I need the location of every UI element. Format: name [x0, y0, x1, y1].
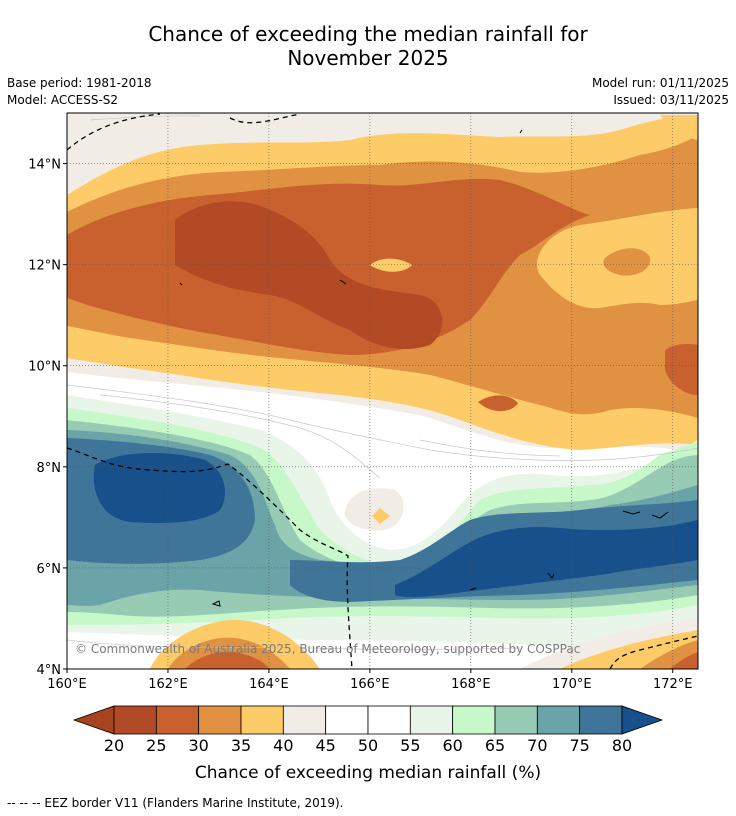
colorbar: 20 25 30 35 40 45 50 55 60 65 70 75 80 [72, 705, 664, 755]
colorbar-bin [452, 705, 496, 735]
model-name: Model: ACCESS-S2 [7, 93, 119, 107]
y-tick-label: 6°N [37, 562, 62, 577]
forecast-map: © Commonwealth of Australia 2025, Bureau… [28, 112, 699, 783]
x-tick-label: 166°E [350, 677, 390, 692]
plot-frame [66, 112, 699, 670]
colorbar-bin [155, 705, 200, 735]
eez-footnote: -- -- -- EEZ border V11 (Flanders Marine… [7, 796, 344, 810]
colorbar-tick-label: 75 [569, 736, 589, 755]
x-axis-ticks: 160°E 162°E 164°E 166°E 168°E 170°E 172°E [47, 669, 693, 692]
grid-lines [66, 113, 698, 670]
y-tick-label: 10°N [28, 360, 61, 375]
colorbar-bin [282, 705, 327, 735]
colorbar-bin [367, 705, 411, 735]
contour-25-east-cell [665, 343, 698, 395]
colorbar-tick-label: 50 [358, 736, 378, 755]
island-marks [179, 129, 669, 607]
colorbar-tick-label: 60 [442, 736, 462, 755]
colorbar-tick-label: 30 [188, 736, 208, 755]
colorbar-bin [113, 705, 157, 735]
meta-left: Base period: 1981-2018 Model: ACCESS-S2 [7, 75, 152, 109]
contour-20-north [175, 201, 443, 350]
colorbar-tick-label: 20 [104, 736, 124, 755]
x-tick-label: 160°E [47, 677, 87, 692]
colorbar-tick-label: 55 [400, 736, 420, 755]
colorbar-bin [494, 705, 538, 735]
contour-35-northeast-corner [660, 115, 698, 140]
y-tick-label: 12°N [28, 259, 61, 274]
contour-40-mid-cell [372, 508, 390, 524]
y-tick-label: 14°N [28, 158, 61, 173]
issued-date: Issued: 03/11/2025 [613, 93, 729, 107]
contour-25-southeast [670, 652, 698, 669]
colorbar-extend-max [621, 705, 664, 735]
colorbar-bin [579, 705, 623, 735]
colorbar-bin [325, 705, 369, 735]
chart-title-line1: Chance of exceeding the median rainfall … [148, 22, 588, 46]
contour-35-mid-cell [370, 258, 412, 272]
colorbar-tick-label: 70 [527, 736, 547, 755]
contour-25-small-cell [478, 395, 518, 412]
colorbar-tick-label: 65 [485, 736, 505, 755]
contour-30-east-cell [603, 248, 651, 276]
map-content [67, 113, 698, 669]
contour-55-mid-cell [344, 488, 404, 531]
chart-title-line2: November 2025 [287, 46, 449, 70]
x-tick-label: 162°E [148, 677, 188, 692]
y-axis-ticks: 4°N 6°N 8°N 10°N 12°N 14°N [28, 158, 67, 678]
x-tick-label: 168°E [451, 677, 491, 692]
contour-80-plus-west [93, 453, 225, 524]
colorbar-bin [536, 705, 581, 735]
colorbar-bin [240, 705, 284, 735]
colorbar-tick-label: 45 [315, 736, 335, 755]
colorbar-tick-label: 80 [612, 736, 632, 755]
model-run: Model run: 01/11/2025 [591, 76, 729, 90]
colorbar-tick-label: 35 [231, 736, 251, 755]
colorbar-bin [198, 705, 242, 735]
colorbar-tick-label: 40 [273, 736, 293, 755]
neutral-contour-lines [67, 115, 698, 650]
y-tick-label: 4°N [37, 663, 62, 678]
colorbar-bin [409, 705, 454, 735]
contour-30-southwest [185, 651, 270, 669]
meta-right: Model run: 01/11/2025 Issued: 03/11/2025 [592, 75, 729, 109]
base-period: Base period: 1981-2018 [7, 76, 152, 90]
copyright-watermark: © Commonwealth of Australia 2025, Bureau… [75, 642, 580, 656]
eez-border [66, 113, 699, 670]
colorbar-tick-label: 25 [146, 736, 166, 755]
chart-title: Chance of exceeding the median rainfall … [0, 22, 736, 70]
y-tick-label: 8°N [37, 461, 62, 476]
x-tick-label: 172°E [653, 677, 693, 692]
x-tick-label: 164°E [249, 677, 289, 692]
colorbar-label: Chance of exceeding median rainfall (%) [195, 763, 541, 783]
x-tick-label: 170°E [552, 677, 592, 692]
colorbar-extend-min [72, 705, 115, 735]
contour-80-plus-east [395, 520, 698, 598]
